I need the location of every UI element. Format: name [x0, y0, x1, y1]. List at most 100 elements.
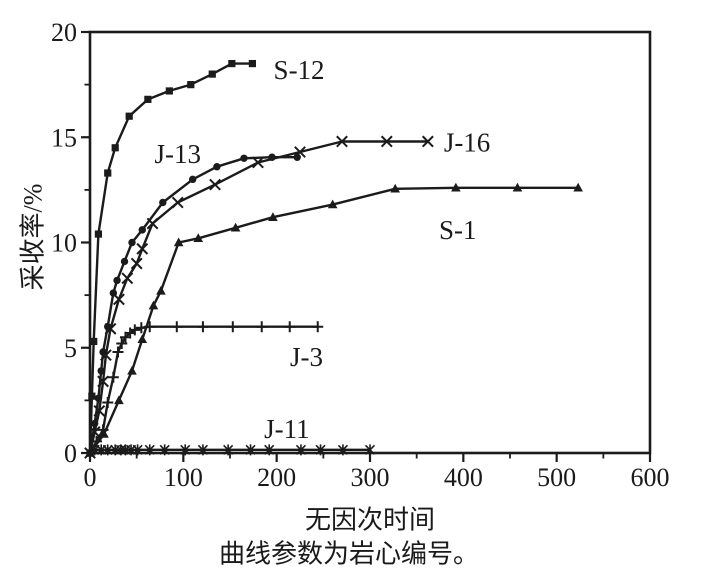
marker-plus — [171, 321, 183, 333]
marker-square — [165, 87, 173, 95]
x-tick-label: 0 — [84, 463, 97, 492]
marker-asterisk — [132, 444, 143, 456]
marker-square — [187, 81, 195, 89]
marker-triangle — [173, 237, 184, 247]
marker-x — [93, 404, 106, 417]
marker-plus — [227, 321, 239, 333]
marker-x — [171, 196, 184, 209]
marker-triangle — [148, 300, 159, 310]
marker-plus — [91, 435, 103, 447]
marker-circle — [113, 276, 121, 285]
marker-x — [104, 322, 117, 335]
marker-triangle — [156, 285, 166, 295]
series-label-J-11: J-11 — [264, 414, 310, 444]
marker-x — [121, 272, 134, 285]
marker-plus — [312, 321, 324, 333]
figure-caption: 曲线参数为岩心编号。 — [218, 539, 480, 569]
marker-triangle — [127, 365, 137, 375]
marker-triangle — [193, 233, 204, 242]
marker-circle — [138, 226, 146, 234]
marker-plus — [144, 321, 156, 333]
marker-x — [136, 242, 149, 255]
marker-x — [99, 349, 112, 362]
marker-plus — [256, 321, 268, 333]
x-tick-label: 400 — [444, 463, 483, 492]
marker-triangle — [268, 212, 278, 221]
marker-asterisk — [197, 444, 208, 456]
marker-triangle — [573, 182, 583, 192]
marker-circle — [128, 238, 136, 247]
marker-triangle — [390, 183, 400, 193]
marker-square — [88, 392, 96, 400]
marker-square — [228, 59, 236, 68]
marker-asterisk — [102, 444, 113, 456]
series-line-J-16 — [88, 140, 428, 454]
series-line-S-12 — [88, 62, 253, 454]
series-label-S-1: S-1 — [439, 215, 477, 245]
marker-x — [209, 178, 221, 191]
marker-square — [208, 70, 216, 78]
marker-triangle — [230, 222, 241, 232]
marker-plus — [84, 447, 96, 459]
marker-x — [380, 135, 393, 148]
marker-triangle — [512, 182, 523, 192]
marker-square — [248, 59, 256, 68]
marker-x — [97, 375, 109, 388]
x-tick-label: 600 — [631, 463, 670, 492]
marker-triangle — [451, 182, 461, 192]
marker-asterisk — [315, 444, 326, 456]
marker-plus — [116, 338, 128, 350]
marker-plus — [107, 371, 119, 383]
marker-plus — [112, 346, 124, 358]
marker-circle — [213, 163, 221, 171]
marker-x — [252, 156, 264, 169]
marker-plus — [102, 396, 114, 408]
marker-circle — [120, 257, 129, 266]
x-tick-label: 100 — [164, 463, 203, 492]
marker-asterisk — [264, 444, 275, 456]
marker-plus — [197, 321, 209, 333]
x-axis-title: 无因次时间 — [304, 505, 436, 535]
marker-square — [90, 337, 98, 346]
marker-asterisk — [223, 444, 234, 456]
marker-square — [144, 95, 152, 103]
y-axis-title: 采收率/% — [18, 183, 48, 291]
marker-x — [113, 293, 125, 306]
marker-asterisk — [180, 444, 191, 456]
series-label-S-12: S-12 — [274, 55, 325, 85]
marker-plus — [97, 424, 109, 436]
x-tick-label: 500 — [537, 463, 576, 492]
plot-frame — [88, 30, 652, 455]
series-label-J-13: J-13 — [154, 139, 201, 169]
y-tick-label: 5 — [64, 334, 77, 363]
marker-x — [88, 426, 101, 438]
marker-x — [130, 257, 143, 270]
marker-x — [294, 146, 306, 158]
marker-x — [336, 135, 348, 148]
marker-square — [94, 230, 102, 238]
y-tick-label: 0 — [64, 439, 77, 468]
y-tick-label: 10 — [51, 229, 77, 258]
series-label-J-16: J-16 — [444, 128, 491, 158]
marker-x — [146, 217, 159, 230]
y-tick-label: 15 — [51, 123, 77, 152]
marker-asterisk — [295, 444, 306, 456]
series-label-J-3: J-3 — [290, 342, 323, 372]
marker-square — [125, 112, 133, 120]
marker-asterisk — [245, 444, 256, 456]
marker-plus — [284, 321, 296, 333]
marker-square — [104, 169, 112, 177]
y-tick-label: 20 — [51, 18, 77, 47]
x-tick-label: 300 — [351, 463, 390, 492]
marker-plus — [135, 322, 147, 334]
marker-circle — [240, 154, 248, 162]
marker-triangle — [137, 334, 148, 344]
x-tick-label: 200 — [257, 463, 296, 492]
marker-asterisk — [364, 444, 376, 456]
marker-asterisk — [337, 444, 348, 456]
marker-asterisk — [144, 444, 155, 456]
marker-x — [421, 135, 434, 148]
marker-plus — [129, 324, 141, 336]
marker-circle — [159, 198, 167, 207]
